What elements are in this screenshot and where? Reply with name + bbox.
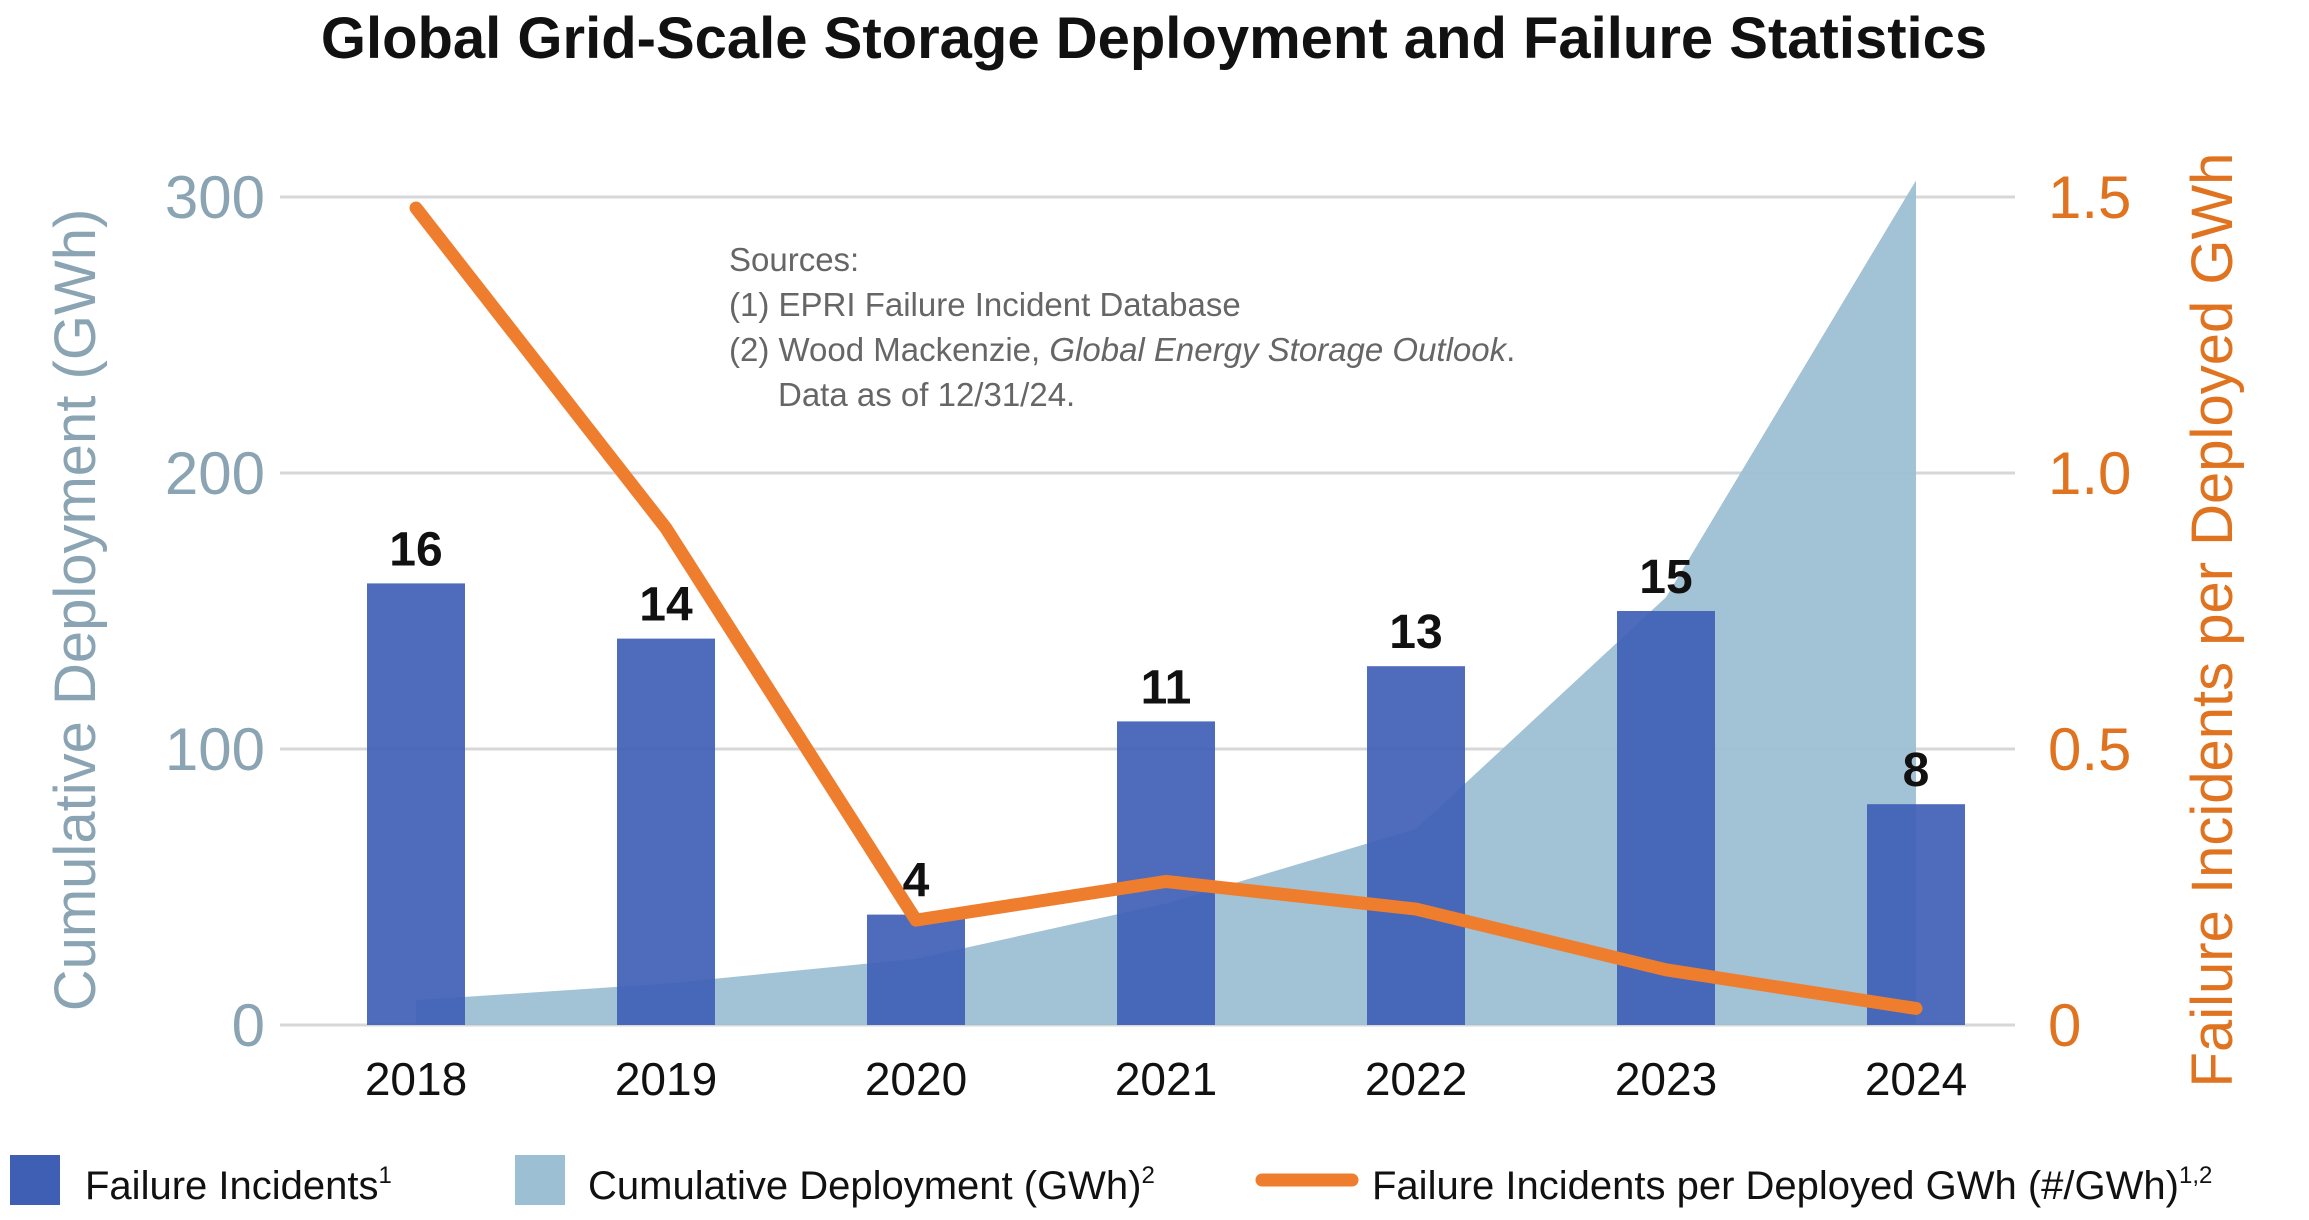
legend-label-cumulative-deployment: Cumulative Deployment (GWh)2 xyxy=(588,1162,1155,1208)
legend-label-failure-incidents: Failure Incidents1 xyxy=(85,1162,392,1208)
bar-value-label: 8 xyxy=(1903,744,1930,797)
bar-2020 xyxy=(867,914,965,1025)
source-2-suffix: . xyxy=(1506,331,1515,368)
y-right-tick-label: 1.5 xyxy=(2048,164,2131,231)
y-right-tick-label: 1.0 xyxy=(2048,440,2131,507)
y-right-tick-label: 0.5 xyxy=(2048,716,2131,783)
rate-point xyxy=(665,527,667,530)
rate-point xyxy=(1915,1007,1917,1010)
source-2-publication: Global Energy Storage Outlook xyxy=(1049,331,1507,368)
y-axis-left-label: Cumulative Deployment (GWh) xyxy=(43,209,108,1012)
x-tick-label: 2019 xyxy=(615,1053,717,1105)
y-left-tick-label: 0 xyxy=(232,992,265,1059)
bar-layer xyxy=(367,583,1965,1025)
sources-annotation: Sources: (1) EPRI Failure Incident Datab… xyxy=(729,241,1515,413)
data-label-layer: 16 14 4 11 13 15 8 xyxy=(389,523,1929,907)
bar-value-label: 4 xyxy=(903,855,930,908)
y-axis-right-label: Failure Incidents per Deployed GWh xyxy=(2180,153,2245,1088)
bar-value-label: 16 xyxy=(389,523,442,576)
data-date-note: Data as of 12/31/24. xyxy=(778,376,1075,413)
bar-2018 xyxy=(367,583,465,1025)
x-tick-label: 2023 xyxy=(1615,1053,1717,1105)
sources-heading: Sources: xyxy=(729,241,859,278)
deployment-area-layer xyxy=(416,180,1916,1025)
legend-swatch-failure-incidents xyxy=(10,1155,60,1205)
bar-value-label: 15 xyxy=(1639,551,1692,604)
legend: Failure Incidents1 Cumulative Deployment… xyxy=(10,1155,2212,1208)
x-tick-label: 2021 xyxy=(1115,1053,1217,1105)
source-2: (2) Wood Mackenzie, Global Energy Storag… xyxy=(729,331,1515,368)
source-2-prefix: (2) Wood Mackenzie, xyxy=(729,331,1049,368)
bar-2024 xyxy=(1867,804,1965,1025)
y-left-tick-label: 200 xyxy=(165,440,265,507)
deployment-area xyxy=(416,180,1916,1025)
source-1: (1) EPRI Failure Incident Database xyxy=(729,286,1241,323)
rate-point xyxy=(415,207,417,210)
legend-label-rate: Failure Incidents per Deployed GWh (#/GW… xyxy=(1372,1162,2212,1208)
bar-value-label: 13 xyxy=(1389,606,1442,659)
x-tick-label: 2022 xyxy=(1365,1053,1467,1105)
rate-point xyxy=(1665,968,1667,971)
rate-point xyxy=(1415,908,1417,911)
bar-2021 xyxy=(1117,721,1215,1025)
bar-2019 xyxy=(617,638,715,1025)
rate-point xyxy=(915,919,917,922)
x-tick-label: 2020 xyxy=(865,1053,967,1105)
rate-point xyxy=(1165,880,1167,883)
legend-swatch-cumulative-deployment xyxy=(515,1155,565,1205)
bar-2022 xyxy=(1367,666,1465,1025)
bar-value-label: 11 xyxy=(1141,661,1192,714)
chart-title: Global Grid-Scale Storage Deployment and… xyxy=(321,6,1987,71)
x-tick-label: 2024 xyxy=(1865,1053,1967,1105)
y-left-tick-label: 300 xyxy=(165,164,265,231)
y-left-tick-label: 100 xyxy=(165,716,265,783)
x-tick-label: 2018 xyxy=(365,1053,467,1105)
axis-layer: 0 100 200 300 0 0.5 1.0 1.5 2018 2019 2020 2021 2022… xyxy=(165,164,2132,1105)
y-right-tick-label: 0 xyxy=(2048,992,2081,1059)
bar-value-label: 14 xyxy=(639,579,693,632)
rate-line-layer xyxy=(409,201,1923,1015)
